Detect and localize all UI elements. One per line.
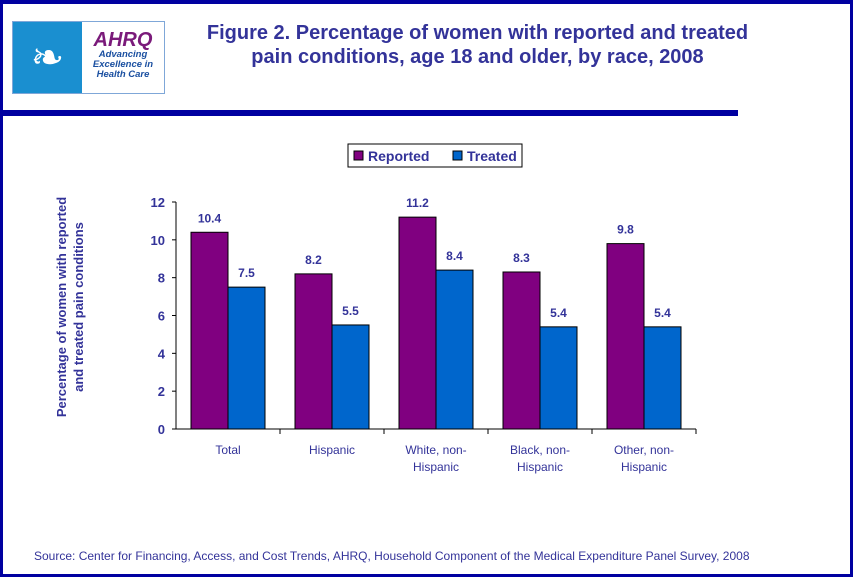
legend-swatch-reported bbox=[353, 150, 364, 161]
bar-treated bbox=[643, 326, 682, 430]
y-axis-label: Percentage of women with reported and tre… bbox=[54, 197, 86, 417]
y-axis-label-line: and treated pain conditions bbox=[71, 222, 86, 392]
y-tick-label: 8 bbox=[158, 271, 165, 286]
bar-treated bbox=[227, 286, 266, 430]
data-label: 11.2 bbox=[406, 196, 429, 210]
y-tick-label: 2 bbox=[158, 384, 165, 399]
x-tick-label: Hispanic bbox=[413, 460, 459, 474]
bar-reported bbox=[398, 216, 437, 430]
x-tick-label: Other, non- bbox=[614, 443, 674, 457]
x-tick-label: Total bbox=[215, 443, 240, 457]
chart-title: Figure 2. Percentage of women with repor… bbox=[206, 22, 749, 68]
bar-reported bbox=[502, 271, 541, 430]
data-label: 9.8 bbox=[617, 223, 634, 237]
x-tick-label: Hispanic bbox=[309, 443, 355, 457]
x-tick-label: White, non- bbox=[405, 443, 466, 457]
bar-reported bbox=[294, 273, 333, 430]
x-tick-label: Hispanic bbox=[517, 460, 563, 474]
header-divider bbox=[3, 110, 738, 116]
data-label: 7.5 bbox=[238, 266, 255, 280]
x-tick-label: Black, non- bbox=[510, 443, 570, 457]
data-label: 8.3 bbox=[513, 251, 530, 265]
source-note: Source: Center for Financing, Access, an… bbox=[34, 549, 750, 563]
legend-label-reported: Reported bbox=[368, 148, 429, 164]
x-tick-label: Hispanic bbox=[621, 460, 667, 474]
legend-box bbox=[347, 143, 523, 168]
y-tick-label: 4 bbox=[158, 346, 166, 361]
bar-reported bbox=[190, 231, 229, 430]
y-axis-label-line: Percentage of women with reported bbox=[54, 197, 69, 417]
ahrq-tagline-3: Health Care bbox=[96, 69, 150, 80]
y-tick-label: 12 bbox=[151, 195, 165, 210]
bar-treated bbox=[435, 269, 474, 430]
ahrq-logo: ❧ AHRQ Advancing Excellence in Health Ca… bbox=[12, 21, 165, 94]
y-tick-label: 10 bbox=[151, 233, 165, 248]
bar-treated bbox=[539, 326, 578, 430]
data-label: 8.4 bbox=[446, 249, 463, 263]
y-tick-label: 0 bbox=[158, 422, 165, 437]
ahrq-brand: AHRQ bbox=[93, 29, 153, 51]
data-label: 10.4 bbox=[198, 211, 222, 225]
bar-reported bbox=[606, 243, 645, 430]
legend-swatch-treated bbox=[452, 150, 463, 161]
bar-treated bbox=[331, 324, 370, 430]
y-tick-label: 6 bbox=[158, 309, 165, 324]
ahrq-tagline-1: Advancing bbox=[98, 49, 148, 60]
data-label: 5.4 bbox=[550, 306, 567, 320]
legend-label-treated: Treated bbox=[467, 148, 517, 164]
data-label: 8.2 bbox=[305, 253, 322, 267]
hhs-eagle-icon: ❧ bbox=[13, 22, 82, 93]
data-label: 5.4 bbox=[654, 306, 671, 320]
data-label: 5.5 bbox=[342, 304, 359, 318]
ahrq-tagline-2: Excellence in bbox=[92, 59, 154, 70]
